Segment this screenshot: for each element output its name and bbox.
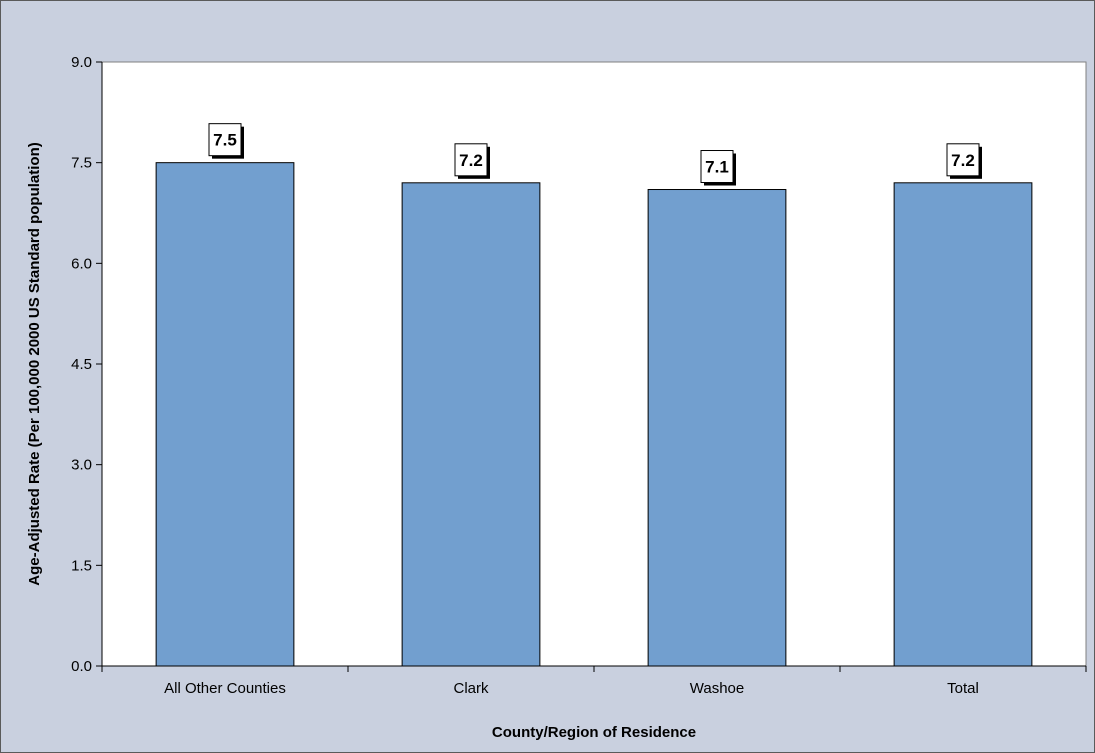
data-label-box xyxy=(454,143,488,177)
data-label-box xyxy=(700,150,734,184)
y-tick-label: 6.0 xyxy=(71,255,92,272)
x-tick-label: Washoe xyxy=(690,680,744,697)
y-axis-title: Age-Adjusted Rate (Per 100,000 2000 US S… xyxy=(26,142,43,585)
y-tick-label: 3.0 xyxy=(71,457,92,474)
axes: 0.0 1.5 3.0 4.5 6.0 7.5 9.0 All Other Counties C… xyxy=(71,54,1087,697)
x-tick-label: Clark xyxy=(453,680,489,697)
data-label: 7.5 xyxy=(213,131,237,150)
data-label-box xyxy=(208,123,242,157)
data-labels: 7.5 7.2 7.1 7.2 xyxy=(208,123,982,186)
y-tick-label: 7.5 xyxy=(71,155,92,172)
bar xyxy=(647,189,787,667)
bar xyxy=(155,162,295,667)
y-tick-label: 4.5 xyxy=(71,356,92,373)
x-tick-label: All Other Counties xyxy=(164,680,286,697)
x-axis-title: County/Region of Residence xyxy=(492,724,696,741)
data-label-box xyxy=(946,143,980,177)
data-label: 7.2 xyxy=(459,151,483,170)
data-label: 7.1 xyxy=(705,158,729,177)
bar xyxy=(893,182,1033,667)
x-tick-label: Total xyxy=(947,680,979,697)
data-label: 7.2 xyxy=(951,151,975,170)
y-tick-label: 1.5 xyxy=(71,557,92,574)
y-tick-label: 0.0 xyxy=(71,658,92,675)
bar xyxy=(401,182,541,667)
bars xyxy=(155,162,1033,667)
y-tick-label: 9.0 xyxy=(71,54,92,71)
